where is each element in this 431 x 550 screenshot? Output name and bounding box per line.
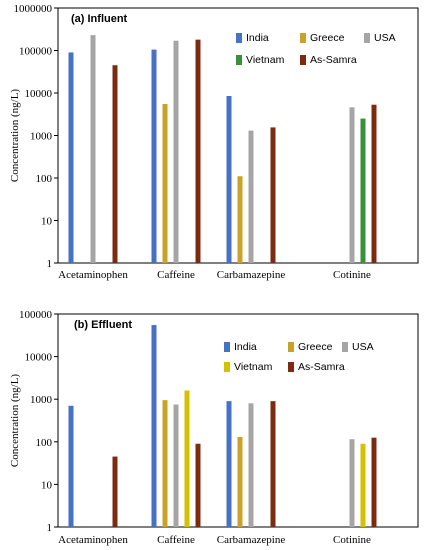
effluent-legend-swatch [288, 362, 294, 372]
influent-y-tick-label: 10000 [25, 88, 53, 100]
influent-legend-swatch [300, 33, 306, 43]
influent-category-label: Carbamazepine [217, 269, 286, 281]
effluent-legend-swatch [224, 342, 230, 352]
effluent-bar-usa-caffeine [173, 404, 179, 527]
influent-bar-india-caffeine [151, 49, 157, 263]
influent-bar-usa-acetaminophen [90, 35, 96, 263]
effluent-bar-as-samra-caffeine [195, 443, 201, 527]
influent-legend-swatch [236, 33, 242, 43]
influent-bar-as-samra-cotinine [371, 104, 377, 263]
effluent-category-label: Acetaminophen [58, 534, 128, 546]
effluent-y-tick-label: 10 [41, 479, 53, 491]
effluent-y-tick-label: 100 [36, 437, 53, 449]
effluent-y-tick-label: 1 [47, 522, 53, 534]
effluent-legend-label: USA [352, 341, 374, 353]
effluent-chart-group: 1 10 100 1000 10000 100000 Concentration (ng/L… [9, 309, 419, 546]
effluent-bar-usa-cotinine [349, 439, 355, 527]
effluent-y-tick-label: 1000 [30, 394, 53, 406]
effluent-bar-as-samra-carbamazepine [270, 401, 276, 527]
influent-chart-group: 1 10 100 1000 10000 100000 1000000 Concentratio… [9, 3, 419, 281]
effluent-legend-label: India [234, 341, 257, 353]
influent-category-label: Caffeine [157, 269, 195, 281]
influent-bar-usa-carbamazepine [248, 130, 254, 263]
effluent-category-label: Caffeine [157, 534, 195, 546]
effluent-bar-greece-caffeine [162, 400, 168, 527]
effluent-bar-vietnam-caffeine [184, 390, 190, 527]
effluent-bar-india-carbamazepine [226, 401, 232, 527]
influent-legend-label: As-Samra [310, 54, 357, 66]
influent-legend-swatch [364, 33, 370, 43]
effluent-y-axis-label: Concentration (ng/L) [9, 374, 21, 468]
effluent-legend-swatch [342, 342, 348, 352]
influent-legend-label: India [246, 32, 269, 44]
influent-category-label: Cotinine [333, 269, 371, 281]
effluent-bar-india-acetaminophen [68, 405, 74, 527]
influent-legend-label: Greece [310, 32, 345, 44]
effluent-bar-india-caffeine [151, 325, 157, 527]
effluent-category-label: Cotinine [333, 534, 371, 546]
influent-y-tick-label: 1000000 [14, 3, 53, 15]
effluent-legend-label: As-Samra [298, 361, 345, 373]
influent-legend-swatch [236, 55, 242, 65]
influent-y-tick-label: 1000 [30, 131, 53, 143]
effluent-legend-label: Greece [298, 341, 333, 353]
influent-y-tick-label: 100000 [19, 46, 53, 58]
influent-y-tick-label: 1 [47, 258, 53, 270]
influent-y-tick-label: 10 [41, 216, 53, 228]
influent-bar-india-carbamazepine [226, 95, 232, 263]
influent-legend-swatch [300, 55, 306, 65]
effluent-y-tick-label: 100000 [19, 309, 53, 321]
influent-bar-india-acetaminophen [68, 52, 74, 263]
influent-bar-vietnam-cotinine [360, 118, 366, 263]
influent-category-label: Acetaminophen [58, 269, 128, 281]
effluent-bar-as-samra-cotinine [371, 437, 377, 527]
effluent-legend-label: Vietnam [234, 361, 273, 373]
effluent-bar-as-samra-acetaminophen [112, 456, 118, 527]
influent-bar-as-samra-caffeine [195, 39, 201, 264]
effluent-y-tick-label: 10000 [25, 352, 53, 364]
influent-legend-label: USA [374, 32, 396, 44]
effluent-legend-swatch [224, 362, 230, 372]
influent-bar-greece-caffeine [162, 104, 168, 264]
influent-chart-title: (a) Influent [71, 13, 128, 25]
influent-bar-as-samra-acetaminophen [112, 65, 118, 263]
influent-bar-as-samra-carbamazepine [270, 127, 276, 263]
influent-legend-label: Vietnam [246, 54, 285, 66]
effluent-chart-title: (b) Effluent [74, 319, 132, 331]
influent-bar-greece-carbamazepine [237, 176, 243, 263]
effluent-category-label: Carbamazepine [217, 534, 286, 546]
effluent-bar-vietnam-cotinine [360, 443, 366, 527]
influent-bar-usa-caffeine [173, 40, 179, 264]
effluent-bar-greece-carbamazepine [237, 436, 243, 527]
influent-y-axis-label: Concentration (ng/L) [9, 89, 21, 183]
influent-y-tick-label: 100 [36, 173, 53, 185]
effluent-legend-swatch [288, 342, 294, 352]
effluent-bar-usa-carbamazepine [248, 403, 254, 527]
influent-bar-usa-cotinine [349, 107, 355, 263]
